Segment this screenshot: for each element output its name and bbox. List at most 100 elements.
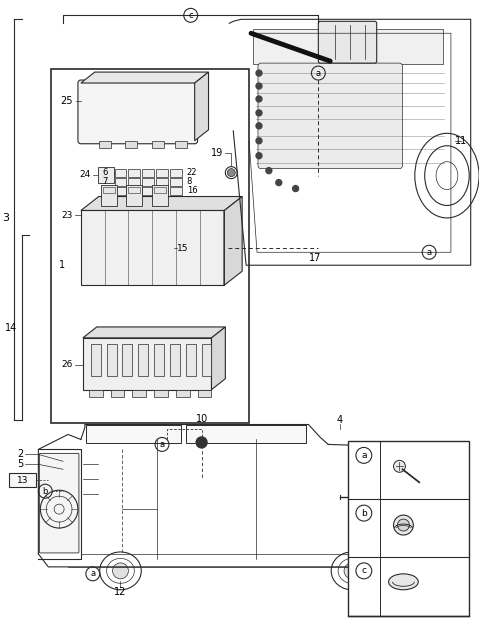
Bar xyxy=(156,187,168,194)
Text: 24: 24 xyxy=(80,170,91,179)
Bar xyxy=(253,29,443,64)
Circle shape xyxy=(276,179,282,186)
Bar xyxy=(142,169,154,177)
Bar xyxy=(176,389,190,397)
Text: 5: 5 xyxy=(17,460,24,470)
Text: b: b xyxy=(361,508,367,518)
Text: 14: 14 xyxy=(5,323,18,333)
Bar xyxy=(83,338,212,389)
Bar xyxy=(128,187,140,194)
Text: 12: 12 xyxy=(114,587,127,597)
Circle shape xyxy=(344,563,360,579)
Polygon shape xyxy=(212,327,225,389)
FancyBboxPatch shape xyxy=(78,80,198,144)
Bar xyxy=(142,187,154,194)
Text: 6: 6 xyxy=(102,168,108,177)
Bar xyxy=(156,177,168,186)
Circle shape xyxy=(256,83,262,89)
Bar xyxy=(125,141,137,148)
Circle shape xyxy=(228,169,235,177)
Bar xyxy=(186,344,196,376)
Text: a: a xyxy=(159,440,165,449)
Circle shape xyxy=(293,186,299,191)
Text: c: c xyxy=(189,11,193,20)
Text: b: b xyxy=(43,487,48,496)
FancyBboxPatch shape xyxy=(186,425,306,443)
Text: 20: 20 xyxy=(408,448,421,458)
Bar xyxy=(91,344,101,376)
Text: 2: 2 xyxy=(17,450,24,460)
Text: 18: 18 xyxy=(408,564,421,574)
Circle shape xyxy=(256,96,262,102)
Text: 21: 21 xyxy=(408,506,421,516)
Polygon shape xyxy=(195,72,208,141)
Bar xyxy=(132,389,146,397)
Bar xyxy=(126,184,142,206)
Text: c: c xyxy=(361,566,366,576)
Text: 11: 11 xyxy=(455,136,467,145)
Bar xyxy=(103,187,115,192)
Bar xyxy=(170,344,180,376)
Polygon shape xyxy=(224,196,242,285)
Bar xyxy=(198,389,212,397)
Bar xyxy=(101,184,117,206)
Bar xyxy=(115,177,126,186)
Bar xyxy=(51,69,249,423)
Circle shape xyxy=(256,123,262,129)
Bar xyxy=(175,141,187,148)
Polygon shape xyxy=(81,196,242,211)
Bar xyxy=(142,177,154,186)
Circle shape xyxy=(394,515,413,535)
Circle shape xyxy=(196,437,207,448)
Bar xyxy=(99,141,110,148)
Bar xyxy=(154,389,168,397)
Circle shape xyxy=(256,138,262,144)
FancyBboxPatch shape xyxy=(86,425,181,443)
Text: 1: 1 xyxy=(59,260,65,270)
Bar xyxy=(128,177,140,186)
Bar xyxy=(170,177,182,186)
Text: a: a xyxy=(427,248,432,257)
Bar xyxy=(170,169,182,177)
Bar xyxy=(81,211,224,285)
Bar xyxy=(152,141,164,148)
Text: a: a xyxy=(316,68,321,78)
FancyBboxPatch shape xyxy=(39,453,79,553)
Bar xyxy=(152,184,168,206)
Bar xyxy=(156,169,168,177)
Text: 3: 3 xyxy=(3,213,10,223)
Circle shape xyxy=(256,70,262,76)
FancyBboxPatch shape xyxy=(318,21,377,63)
Bar xyxy=(154,344,164,376)
Text: 4: 4 xyxy=(337,414,343,424)
Bar xyxy=(115,169,126,177)
Text: 7: 7 xyxy=(102,177,108,186)
Bar xyxy=(115,187,126,194)
Bar xyxy=(107,344,117,376)
Bar xyxy=(110,389,124,397)
Text: 22: 22 xyxy=(187,168,197,177)
Polygon shape xyxy=(83,327,225,338)
Circle shape xyxy=(256,153,262,159)
Text: 15: 15 xyxy=(177,244,188,253)
Text: 9: 9 xyxy=(102,186,108,195)
Text: 23: 23 xyxy=(61,211,73,220)
Bar xyxy=(348,441,468,616)
Text: 10: 10 xyxy=(195,414,208,423)
Bar xyxy=(98,167,114,182)
Text: 13: 13 xyxy=(17,476,28,485)
Text: 25: 25 xyxy=(60,96,73,106)
Bar xyxy=(128,169,140,177)
Text: 16: 16 xyxy=(187,186,197,195)
Text: a: a xyxy=(361,451,367,460)
Bar xyxy=(122,344,132,376)
Text: 17: 17 xyxy=(309,253,322,263)
Circle shape xyxy=(256,110,262,116)
FancyBboxPatch shape xyxy=(258,63,402,169)
Text: 19: 19 xyxy=(211,148,223,158)
Bar xyxy=(154,187,166,192)
Text: 8: 8 xyxy=(187,177,192,186)
Circle shape xyxy=(266,167,272,174)
Text: 26: 26 xyxy=(61,361,73,369)
Circle shape xyxy=(397,519,409,531)
